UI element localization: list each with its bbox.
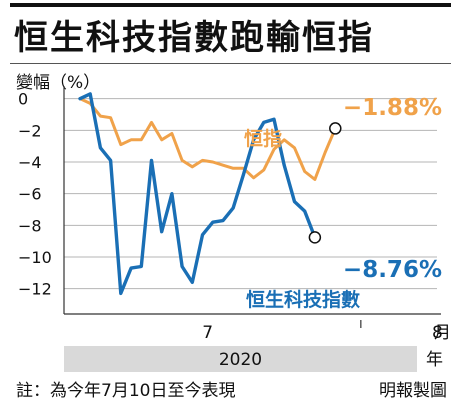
y-axis-unit-label: 變幅（%） [16,73,101,93]
end-value-label-hsi: −1.88% [343,95,442,121]
end-point-marker-hsi [329,122,342,135]
y-tick-label: 0 [18,90,28,109]
series-name-hstech: 恒生科技指數 [246,288,360,311]
year-band [64,346,417,372]
series-line-hstech [78,92,317,296]
y-tick-label: −8 [18,216,42,235]
y-tick-label: −2 [18,121,42,140]
series-name-hsi: 恒指 [244,128,282,150]
year-unit-label: 年 [426,350,443,370]
y-tick-label: −12 [18,280,52,299]
year-label: 2020 [219,350,262,370]
credit-label: 明報製圖 [379,381,447,401]
x-tick-label: 8 [432,323,443,343]
title-divider [10,63,451,64]
chart-title: 恒生科技指數跑輸恒指 [14,18,374,58]
end-point-marker-hstech [308,231,322,244]
y-tick-label: −6 [18,185,42,204]
x-unit-label: 月 [434,323,451,343]
series-line-hsi [78,97,337,181]
y-tick-label: −10 [18,248,52,267]
footnote: 註：為今年7月10日至今表現 [16,381,236,401]
top-rule [10,3,451,7]
end-value-label-hstech: −8.76% [343,257,442,283]
x-tick-label: 7 [202,323,213,343]
y-tick-label: −4 [18,153,42,172]
